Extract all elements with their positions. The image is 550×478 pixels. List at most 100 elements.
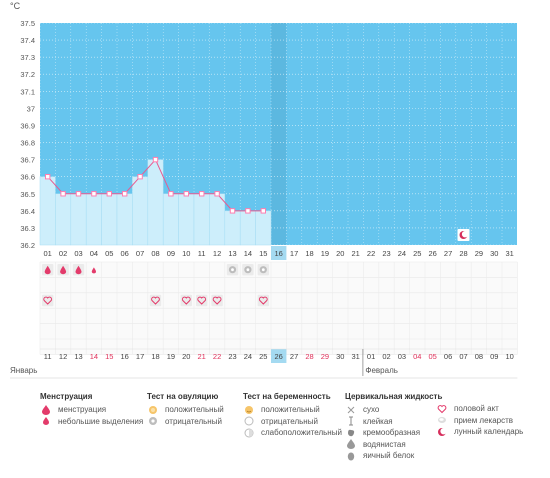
bars [39,159,272,246]
legend-label: слабоположительный [261,428,342,438]
legend-label: прием лекарств [454,415,514,425]
calendar-date-label: 16 [121,352,129,361]
calendar-date-label: 03 [398,352,406,361]
legend-item: небольшие выделения [40,416,143,428]
moon-icon [436,427,448,437]
temperature-point [260,208,267,214]
temperature-bar [85,193,102,246]
y-tick-label: 37.4 [20,36,35,45]
legend-label: водянистая [363,439,406,449]
unit-label: °C [10,1,21,11]
calendar-date-label: 21 [198,352,206,361]
legend-item: водянистая [345,439,442,451]
cycle-day-label: 14 [244,249,252,258]
temperature-point [214,191,220,197]
legend-item: положительный [147,404,224,416]
heart-icon [212,296,222,305]
cycle-day-label: 02 [59,249,67,258]
moon-icon-cutout [461,231,469,238]
temperature-point [137,173,143,180]
pin-icon [345,416,357,426]
half-circle-icon [243,428,255,438]
y-axis: 37.5 37.4 37.3 37.2 37.1 37 36.9 36.8 36.7 36.6 36… [20,19,35,250]
drop-icon [75,265,82,275]
legend-label: яичный белок [363,451,415,461]
calendar-date-label: 08 [475,352,483,361]
legend-pregnancy: Тест на беременность положительный отриц… [243,392,342,439]
temperature-point [199,191,205,197]
cycle-day-label: 25 [413,249,421,258]
smiley-icon [243,405,255,415]
calendar-date-label: 26 [275,352,283,361]
cycle-day-label: 27 [444,249,452,258]
calendar-date-label: 02 [382,352,390,361]
legend-item: клейкая [345,416,442,428]
temperature-point [45,173,51,180]
heart-icon [43,296,53,305]
egg-icon [345,451,357,461]
cycle-day-label: 07 [136,249,144,258]
heart-icon [258,296,268,305]
cycle-day-label: 16 [275,249,283,258]
temperature-point [75,191,82,197]
legend-title: Тест на беременность [243,392,331,401]
cycle-day-label: 10 [182,249,190,258]
temperature-bar [224,210,241,246]
temperature-point [91,191,97,197]
legend-ovulation: Тест на овуляцию положительный отрицател… [147,392,224,427]
calendar-date-label: 09 [490,352,498,361]
drop-icon [44,265,51,275]
legend-label: клейкая [363,416,393,426]
calendar-date-label: 10 [506,352,514,361]
legend-title: Цервикальная жидкость [345,392,443,401]
legend-item: отрицательный [147,416,224,428]
temperature-bar [55,193,72,246]
cycle-day-label: 01 [44,249,52,258]
calendar-date-label: 05 [429,352,437,361]
y-tick-label: 36.5 [20,190,35,199]
legend-label: положительный [165,405,224,415]
calendar-date-label: 01 [367,352,375,361]
current-date-marker [271,349,287,363]
cross-icon [345,405,357,415]
cycle-day-label: 26 [429,249,437,258]
calendar-date-label: 24 [244,352,252,361]
cycle-day-label: 11 [198,249,206,258]
legend-label: кремообразная [363,428,421,438]
pill-icon [436,415,448,425]
gray-circle-icon [147,416,159,426]
calendar-date-label: 04 [413,352,421,361]
cycle-day-label: 19 [321,249,329,258]
legend-label: половой акт [454,404,499,414]
legend-title: Менструация [40,392,93,401]
calendar-date-label: 15 [105,352,113,361]
legend-label: лунный календарь [454,427,524,437]
cycle-day-label: 22 [367,249,375,258]
calendar-date-label: 20 [182,352,190,361]
legend-item: яичный белок [345,450,442,462]
symptom-rows [39,261,518,355]
cycle-day-label: 13 [228,249,236,258]
small-drop-icon [91,267,96,274]
temperature-markers [45,156,470,241]
temperature-point [106,191,112,197]
blob-icon [345,428,357,438]
temperature-bar [162,193,179,246]
legend-label: сухо [363,405,380,415]
cycle-day-label: 12 [213,249,221,258]
cycle-day-label: 20 [336,249,344,258]
temperature-point [152,156,159,163]
temperature-bar [255,210,272,246]
legend-label: менструация [58,405,107,415]
cycle-day-label: 31 [506,249,514,258]
calendar-date-label: 29 [321,352,329,361]
y-tick-label: 36.8 [20,139,35,148]
calendar-date-label: 27 [290,352,298,361]
temperature-bar [209,193,226,246]
y-tick-label: 36.7 [20,156,35,165]
legend-other: половой акт прием лекарств лунный календ… [436,403,523,438]
y-tick-label: 37.2 [20,70,35,79]
legend-item: лунный календарь [436,426,523,438]
legend-title: Тест на овуляцию [147,392,219,401]
cycle-day-label: 15 [259,249,267,258]
